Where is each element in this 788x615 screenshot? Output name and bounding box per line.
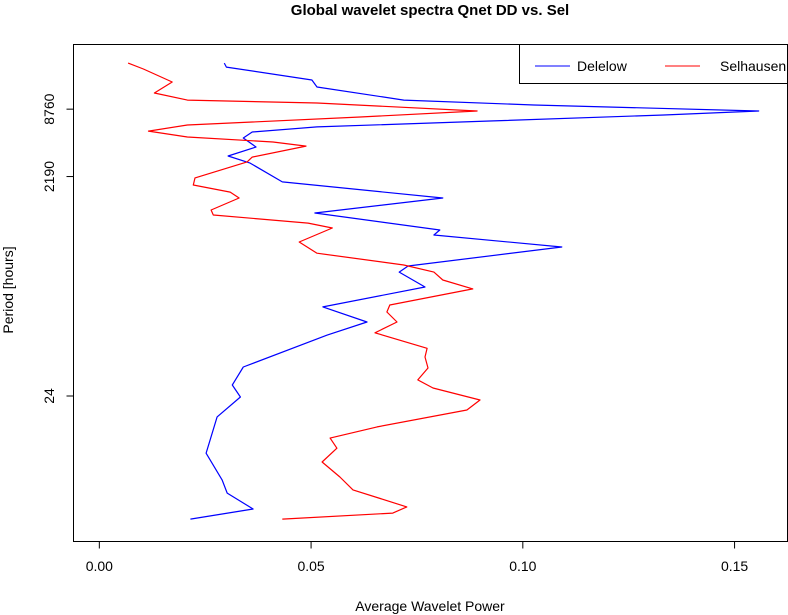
legend: Delelow Selhausen bbox=[519, 44, 788, 84]
y-axis-label: Period [hours] bbox=[0, 246, 16, 333]
legend-label-selhausen: Selhausen bbox=[720, 58, 786, 74]
series-line-selhausen bbox=[127, 62, 481, 520]
x-tick-label: 0.10 bbox=[509, 558, 536, 574]
x-axis: 0.00 0.05 0.10 0.15 bbox=[86, 541, 748, 574]
x-axis-label: Average Wavelet Power bbox=[355, 598, 505, 614]
y-tick-label: 2190 bbox=[41, 161, 57, 192]
x-tick-label: 0.05 bbox=[297, 558, 324, 574]
y-axis: 8760 2190 24 bbox=[41, 93, 74, 404]
series-line-delelow bbox=[190, 62, 760, 520]
legend-label-delelow: Delelow bbox=[577, 58, 628, 74]
plot-frame bbox=[73, 44, 788, 542]
x-tick-label: 0.00 bbox=[86, 558, 113, 574]
y-tick-label: 8760 bbox=[41, 93, 57, 124]
x-tick-label: 0.15 bbox=[721, 558, 748, 574]
legend-box bbox=[519, 44, 788, 84]
chart-title: Global wavelet spectra Qnet DD vs. Sel bbox=[291, 2, 569, 19]
y-tick-label: 24 bbox=[41, 388, 57, 404]
plot-lines bbox=[127, 62, 760, 520]
